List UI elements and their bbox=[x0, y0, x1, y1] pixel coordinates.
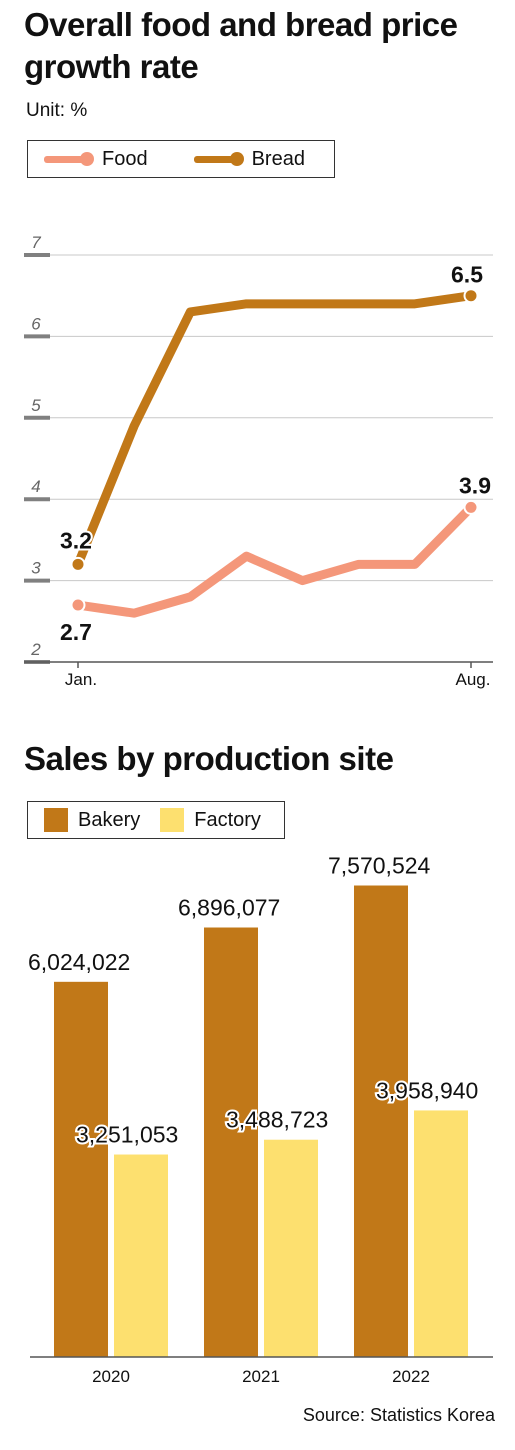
series-line-bread bbox=[73, 291, 476, 569]
line-chart: 2 3 4 5 6 7 Jan. Aug. 3.2 6.5 2.7 3.9 bbox=[24, 233, 493, 689]
bar-factory-2020 bbox=[114, 1154, 168, 1357]
x-tick-label: 2022 bbox=[392, 1367, 430, 1386]
factory-swatch-icon bbox=[160, 808, 185, 832]
y-tick-label: 4 bbox=[31, 477, 40, 496]
bar-chart-legend: Bakery Factory bbox=[27, 801, 285, 839]
bar-bakery-2020 bbox=[54, 981, 108, 1357]
data-label-factory-2022: 3,958,940 bbox=[376, 1077, 478, 1103]
x-tick-label: Jan. bbox=[65, 670, 97, 689]
legend-item-factory: Factory bbox=[160, 808, 261, 832]
data-point-bread bbox=[463, 288, 479, 304]
bar-chart-title: Sales by production site bbox=[24, 740, 394, 777]
legend-label-food: Food bbox=[102, 147, 148, 170]
data-point-food bbox=[70, 597, 86, 613]
legend-item-food: Food bbox=[44, 148, 148, 171]
legend-label-bakery: Bakery bbox=[78, 808, 141, 831]
y-tick-label: 6 bbox=[31, 314, 41, 333]
legend-label-factory: Factory bbox=[194, 808, 261, 831]
data-label-bread-end: 6.5 bbox=[451, 262, 483, 288]
x-tick-label: 2020 bbox=[92, 1367, 130, 1386]
series-line-food bbox=[73, 502, 476, 618]
bar-bakery-2021 bbox=[204, 927, 258, 1357]
data-label-bakery-2022: 7,570,524 bbox=[328, 853, 431, 879]
y-tick-label: 2 bbox=[30, 640, 41, 659]
line-chart-legend: Food Bread bbox=[27, 140, 335, 178]
data-point-bread bbox=[70, 556, 86, 572]
y-tick-label: 5 bbox=[31, 396, 41, 415]
unit-label: Unit: % bbox=[26, 100, 88, 121]
bar-bakery-2022 bbox=[354, 885, 408, 1357]
legend-label-bread: Bread bbox=[251, 147, 305, 170]
food-line-icon bbox=[44, 152, 94, 166]
y-tick-label: 3 bbox=[31, 559, 41, 578]
data-point-food bbox=[463, 499, 479, 515]
bread-line-icon bbox=[193, 152, 244, 166]
legend-item-bread: Bread bbox=[193, 147, 305, 171]
bar-factory-2021 bbox=[264, 1139, 318, 1357]
x-tick-label: 2021 bbox=[242, 1367, 280, 1386]
line-chart-title: Overall food and bread price growth rate bbox=[24, 6, 458, 85]
y-tick-label: 7 bbox=[31, 233, 41, 252]
data-label-bakery-2020: 6,024,022 bbox=[28, 949, 130, 975]
x-tick-label: Aug. bbox=[456, 670, 491, 689]
source-note: Source: Statistics Korea bbox=[302, 1405, 495, 1425]
data-label-factory-2021: 3,488,723 bbox=[226, 1107, 328, 1133]
bar-factory-2022 bbox=[414, 1110, 468, 1357]
data-label-factory-2020: 3,251,053 bbox=[76, 1122, 178, 1148]
bar-chart: 2020 2021 2022 6,024,022 3,251,053 6,896,077 3… bbox=[26, 851, 493, 1386]
data-label-food-end: 3.9 bbox=[459, 472, 491, 498]
bakery-swatch-icon bbox=[44, 808, 68, 832]
data-label-bakery-2021: 6,896,077 bbox=[178, 895, 280, 921]
legend-item-bakery: Bakery bbox=[44, 808, 140, 832]
data-label-food-start: 2.7 bbox=[60, 619, 92, 645]
data-label-bread-start: 3.2 bbox=[60, 527, 92, 553]
